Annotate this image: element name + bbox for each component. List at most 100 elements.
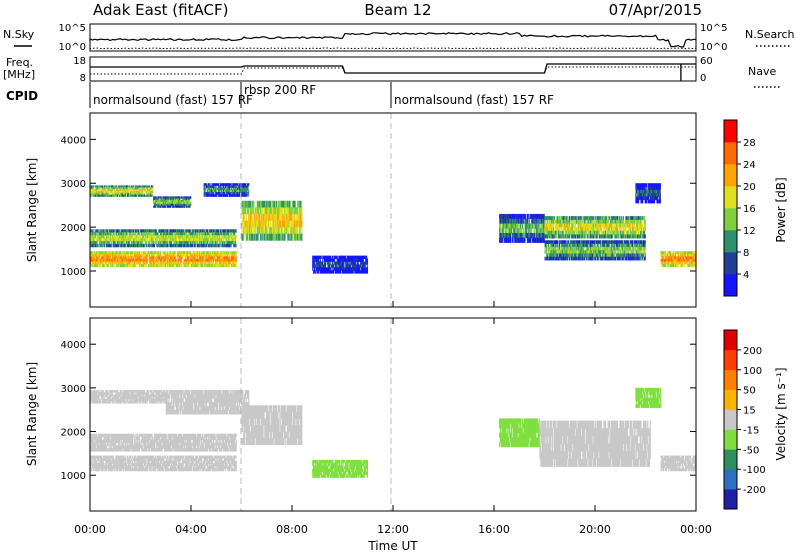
power-cell-band-0 — [223, 256, 225, 260]
power-cell-band-7 — [520, 237, 522, 243]
power-cell-band-9 — [564, 246, 566, 251]
power-cell-band-3 — [161, 201, 163, 205]
power-cell-band-5 — [264, 227, 266, 235]
power-cell-band-0 — [205, 261, 207, 265]
power-cell-band-0 — [143, 264, 146, 268]
power-cell-band-9 — [560, 243, 562, 248]
power-cell-band-9 — [616, 253, 619, 258]
power-cell-band-7 — [539, 213, 541, 220]
power-cell-band-2 — [132, 194, 135, 197]
power-cell-band-8 — [598, 223, 600, 228]
power-cell-band-8 — [637, 223, 640, 228]
power-cell-band-7 — [518, 232, 520, 239]
power-cell-band-1 — [235, 235, 237, 239]
power-cell-band-1 — [184, 238, 186, 242]
power-cell-band-1 — [128, 238, 130, 242]
power-cell-band-0 — [110, 251, 112, 255]
power-cell-band-5 — [252, 200, 254, 208]
power-cell-band-0 — [201, 264, 204, 268]
power-cell-band-2 — [145, 187, 147, 190]
power-cell-band-8 — [637, 234, 639, 239]
power-cell-band-1 — [135, 243, 137, 248]
power-cell-band-0 — [146, 251, 148, 255]
power-cell-band-7 — [506, 237, 508, 243]
power-cell-band-3 — [156, 198, 158, 201]
power-cell-band-8 — [609, 234, 611, 239]
power-cell-band-3 — [177, 196, 179, 199]
power-cell-band-7 — [513, 218, 515, 224]
nsky-trace — [89, 32, 697, 48]
power-cell-band-0 — [233, 258, 235, 262]
power-cell-band-2 — [126, 189, 128, 192]
power-cell-band-6 — [318, 267, 320, 271]
power-cell-band-5 — [291, 227, 293, 235]
power-cell-band-0 — [213, 251, 215, 255]
power-cell-band-1 — [212, 235, 214, 239]
power-cell-band-6 — [322, 264, 324, 268]
power-cell-band-1 — [190, 238, 192, 242]
power-cell-band-6 — [334, 261, 336, 265]
power-cell-band-2 — [144, 190, 146, 194]
power-cell-band-1 — [108, 235, 110, 239]
power-cell-band-9 — [555, 250, 557, 254]
power-cell-band-1 — [99, 232, 101, 236]
power-cell-band-0 — [218, 261, 220, 265]
power-cell-band-0 — [165, 261, 167, 265]
power-cell-band-2 — [102, 189, 104, 192]
power-cell-band-8 — [575, 230, 577, 235]
power-cell-band-5 — [288, 207, 290, 215]
power-cell-band-5 — [243, 220, 245, 228]
power-cell-band-2 — [94, 190, 96, 194]
power-cell-band-5 — [270, 227, 272, 235]
power-cell-band-0 — [97, 264, 99, 268]
cpid-label: CPID — [6, 89, 38, 103]
power-cell-band-6 — [339, 258, 342, 262]
power-cell-band-1 — [93, 241, 95, 245]
power-cell-band-1 — [200, 238, 202, 242]
power-cell-band-6 — [348, 255, 350, 259]
power-cell-band-4 — [235, 185, 237, 189]
power-cell-band-8 — [553, 234, 555, 239]
power-cell-band-1 — [181, 232, 183, 236]
power-cell-band-4 — [220, 187, 222, 191]
power-cell-band-9 — [578, 253, 580, 258]
power-cell-band-8 — [641, 227, 643, 232]
power-cell-band-2 — [129, 194, 131, 197]
power-cell-band-0 — [143, 258, 145, 262]
power-cell-band-0 — [127, 264, 129, 268]
power-cell-band-0 — [224, 261, 226, 265]
power-cell-band-7 — [502, 237, 504, 243]
power-cell-band-5 — [247, 207, 249, 215]
power-cell-band-3 — [162, 205, 164, 208]
power-cell-band-0 — [146, 258, 148, 262]
power-cell-band-9 — [557, 246, 560, 251]
power-cell-band-8 — [555, 219, 557, 224]
power-cell-band-0 — [116, 251, 118, 255]
power-cell-band-9 — [595, 246, 597, 251]
power-cell-band-1 — [218, 241, 220, 245]
power-cell-band-2 — [124, 194, 126, 197]
power-cell-band-2 — [97, 194, 99, 197]
power-cell-band-0 — [153, 253, 155, 257]
power-cell-band-4 — [235, 194, 237, 197]
power-cell-band-6 — [362, 261, 364, 265]
power-cell-band-8 — [574, 227, 576, 232]
power-cell-band-1 — [118, 235, 120, 239]
power-cell-band-4 — [216, 192, 218, 195]
power-cell-band-4 — [204, 189, 206, 193]
power-cell-band-1 — [127, 235, 129, 239]
power-cell-band-9 — [620, 250, 622, 254]
power-cell-band-1 — [187, 235, 189, 239]
power-cell-band-9 — [556, 250, 558, 254]
power-cell-band-1 — [212, 241, 214, 245]
power-cell-band-2 — [137, 192, 139, 195]
power-cell-band-3 — [175, 196, 177, 199]
power-cell-band-4 — [238, 194, 240, 197]
power-cell-band-9 — [610, 250, 613, 254]
power-cell-band-0 — [112, 256, 114, 260]
power-cell-band-7 — [526, 218, 528, 224]
power-cell-band-3 — [165, 200, 167, 203]
power-cell-band-2 — [108, 194, 110, 197]
power-cell-band-1 — [159, 235, 161, 239]
power-cell-band-5 — [299, 233, 301, 241]
